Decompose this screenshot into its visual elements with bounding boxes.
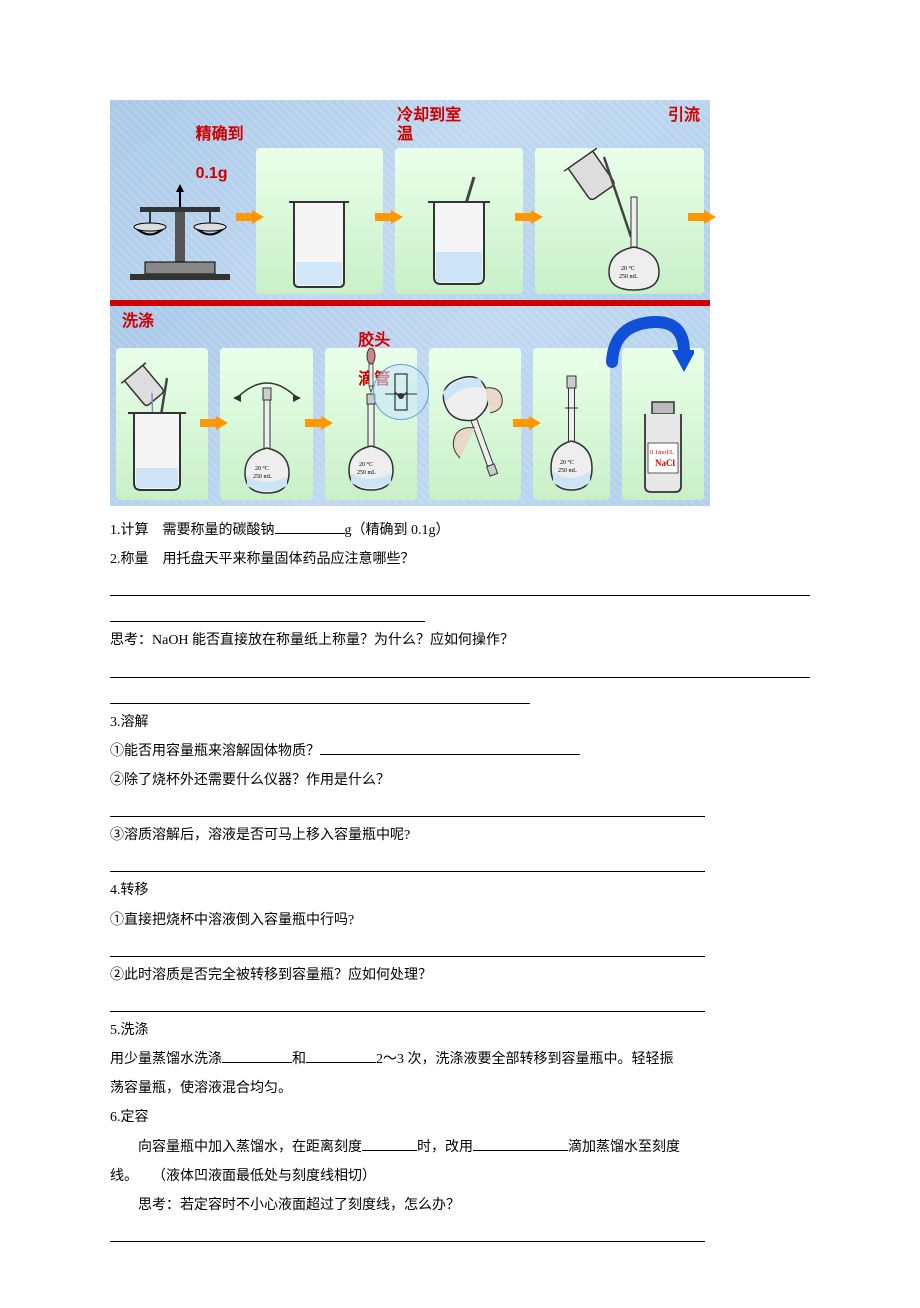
q6-p1c: 滴加蒸馏水至刻度 [568,1140,680,1155]
blank[interactable] [362,1137,417,1151]
q3c: ③溶质溶解后，溶液是否可马上移入容量瓶中呢? [110,823,810,848]
answer-line[interactable] [110,992,705,1012]
cell-dropper: 胶头 滴管 [319,306,423,506]
arrow-icon [513,416,541,430]
q6-p1a: 向容量瓶中加入蒸馏水，在距离刻度 [138,1140,362,1155]
q6-think: 思考：若定容时不小心液面超过了刻度线，怎么办？ [110,1193,810,1218]
q4-title: 4.转移 [110,878,810,903]
q1-prefix: 1.计算 需要称量的碳酸钠 [110,523,275,538]
label-guide: 引流 [668,106,700,125]
q1: 1.计算 需要称量的碳酸钠 g（精确到 0.1g） [110,518,810,543]
cell-invert [423,306,527,506]
diagram-row-1: 精确到 0.1g [110,100,710,300]
svg-text:20 °C: 20 °C [560,459,574,466]
q2: 2.称量 用托盘天平来称量固体药品应注意哪些？ [110,547,810,572]
svg-text:250 mL: 250 mL [558,468,577,474]
answer-line[interactable] [110,576,810,596]
q6-line2: 线。 （液体凹液面最低处与刻度线相切） [110,1164,810,1189]
blank[interactable] [306,1049,376,1063]
answer-line[interactable] [110,684,530,704]
cell-dissolve [250,100,390,300]
cell-cool: 冷却到室 温 [389,100,529,300]
beaker-stir-icon [414,172,504,292]
rinse-icon [112,358,212,498]
label-cool: 冷却到室 温 [397,106,461,144]
svg-text:20 °C: 20 °C [359,461,373,468]
arrow-icon [515,210,543,224]
label-rinse: 洗涤 [122,312,154,331]
q5-line1: 用少量蒸馏水洗涤 和 2～3 次，洗涤液要全部转移到容量瓶中。轻轻振 [110,1047,810,1072]
cell-weigh: 精确到 0.1g [110,100,250,300]
q3a-text: ①能否用容量瓶来溶解固体物质？ [110,744,320,759]
arrow-icon [200,416,228,430]
answer-line[interactable] [110,658,810,678]
svg-text:20 °C: 20 °C [255,465,269,472]
answer-line[interactable] [110,852,705,872]
blank[interactable] [473,1137,568,1151]
q6-p1b: 时，改用 [417,1140,473,1155]
q4a: ①直接把烧杯中溶液倒入容量瓶中行吗? [110,908,810,933]
bottle-label-conc: 0.1mol/L [650,449,674,456]
svg-text:250 mL: 250 mL [253,474,272,480]
cell-transfer: 引流 20 °C 250 mL [529,100,710,300]
transfer-flask-icon: 20 °C 250 mL [549,142,689,292]
bottle-label-name: NaCl [655,458,675,468]
svg-text:250 mL: 250 mL [357,470,376,476]
q3-title: 3.溶解 [110,710,810,735]
balance-icon [120,182,240,292]
arrow-icon [688,210,716,224]
reagent-bottle-icon: 0.1mol/L NaCl [628,388,698,498]
procedure-diagram: 精确到 0.1g [110,100,710,506]
q5-p1a: 用少量蒸馏水洗涤 [110,1052,222,1067]
q3a: ①能否用容量瓶来溶解固体物质？ [110,739,810,764]
q6-title: 6.定容 [110,1105,810,1130]
cell-rinse: 洗涤 [110,306,214,506]
blank[interactable] [222,1049,292,1063]
flask-icon: 20 °C 250 mL [539,358,604,498]
blank[interactable] [275,520,345,534]
q5-p1c: 2～3 次，洗涤液要全部转移到容量瓶中。轻轻振 [376,1052,674,1067]
q1-suffix: g（精确到 0.1g） [345,523,450,538]
answer-line[interactable] [110,1222,705,1242]
q6-line1: 向容量瓶中加入蒸馏水，在距离刻度 时，改用 滴加蒸馏水至刻度 [110,1135,810,1160]
answer-line[interactable] [110,602,425,622]
swirl-flask-icon: 20 °C 250 mL [227,358,307,498]
curved-arrow-icon [604,312,694,391]
blank[interactable] [320,741,580,755]
cell-swirl: 20 °C 250 mL [214,306,318,506]
answer-line[interactable] [110,937,705,957]
q5-p1b: 和 [292,1052,306,1067]
arrow-icon [236,210,264,224]
diagram-row-2: 洗涤 [110,306,710,506]
q5-title: 5.洗涤 [110,1018,810,1043]
answer-line[interactable] [110,797,705,817]
q3b: ②除了烧杯外还需要什么仪器？作用是什么？ [110,768,810,793]
q5-line2: 荡容量瓶，使溶液混合均匀。 [110,1076,810,1101]
cell-final-flask: 20 °C 250 mL [527,306,616,506]
cell-bottle: 0.1mol/L NaCl [616,306,710,506]
arrow-icon [375,210,403,224]
q4b: ②此时溶质是否完全被转移到容量瓶？应如何处理？ [110,963,810,988]
flask-marking: 250 mL [619,274,638,280]
meniscus-inset [373,364,429,420]
arrow-icon [305,416,333,430]
beaker-icon [279,192,359,292]
think-naoh: 思考：NaOH 能否直接放在称量纸上称量？为什么？应如何操作？ [110,628,810,653]
flask-marking: 20 °C [621,265,635,272]
invert-flask-icon [430,348,520,498]
